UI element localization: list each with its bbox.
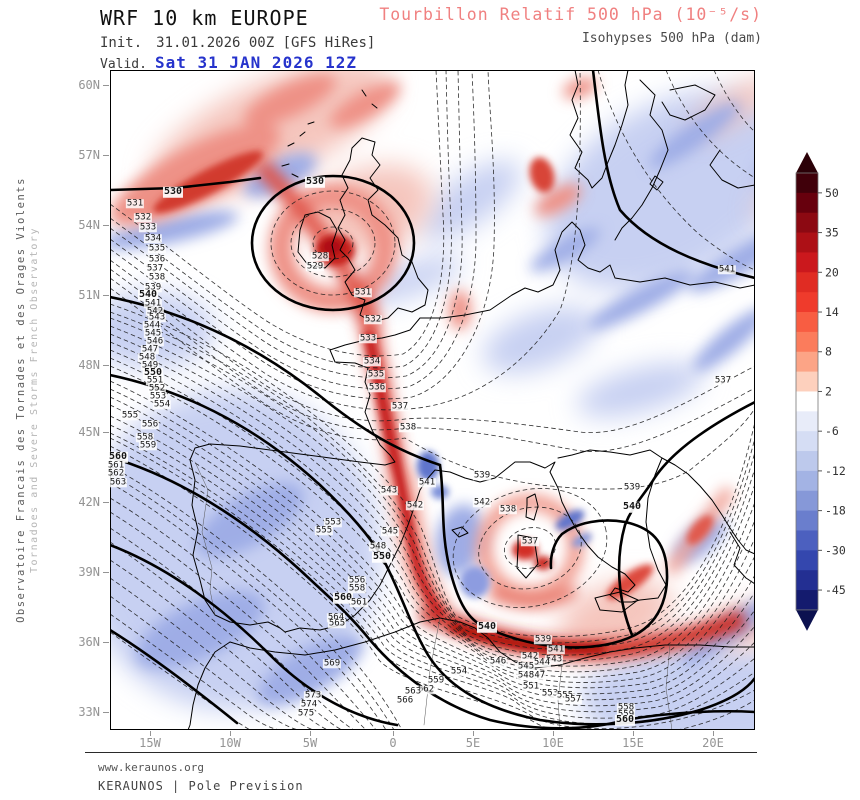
- lon-tick: [310, 731, 311, 736]
- sidebar-credit-en: Tornadoes and Severe Storms French Obser…: [29, 227, 40, 573]
- colorbar-tick-label: -30: [825, 543, 846, 557]
- init-label: Init.: [100, 35, 143, 51]
- lat-label: 39N: [78, 565, 100, 579]
- colorbar-segment: [796, 371, 818, 392]
- init-value: 31.01.2026 00Z [GFS HiRes]: [156, 35, 376, 51]
- lat-tick: [103, 712, 109, 713]
- colorbar-segment: [796, 391, 818, 412]
- footer-url: www.keraunos.org: [98, 761, 204, 774]
- colorbar-tick-label: 35: [825, 226, 839, 240]
- model-title: WRF 10 km EUROPE: [100, 6, 309, 30]
- lat-label: 33N: [78, 705, 100, 719]
- init-line: Init. 31.01.2026 00Z [GFS HiRes]: [100, 35, 375, 51]
- map-canvas: [110, 70, 755, 730]
- colorbar-arrow-up: [796, 152, 818, 173]
- colorbar-segment: [796, 570, 818, 591]
- colorbar-segment: [796, 252, 818, 273]
- param-title: Tourbillon Relatif 500 hPa (10⁻⁵/s): [379, 5, 762, 24]
- lon-label: 10W: [219, 736, 241, 750]
- colorbar-segment: [796, 431, 818, 452]
- lat-label: 48N: [78, 358, 100, 372]
- lat-label: 57N: [78, 148, 100, 162]
- lon-label: 5E: [465, 736, 481, 750]
- lat-tick: [103, 642, 109, 643]
- colorbar-segment: [796, 292, 818, 313]
- colorbar-arrow-down: [796, 609, 818, 631]
- footer-credit: KERAUNOS | Pole Prevision: [98, 779, 304, 793]
- colorbar-segment: [796, 351, 818, 372]
- colorbar-segment: [796, 470, 818, 492]
- lon-label: 20E: [702, 736, 724, 750]
- lon-label: 15W: [139, 736, 161, 750]
- param-subtitle: Isohypses 500 hPa (dam): [581, 31, 762, 46]
- colorbar-segment: [796, 490, 818, 512]
- colorbar-tick-label: 8: [825, 345, 832, 359]
- lat-label: 60N: [78, 78, 100, 92]
- valid-label: Valid.: [100, 57, 147, 72]
- lon-label: 5W: [302, 736, 318, 750]
- valid-value: Sat 31 JAN 2026 12Z: [154, 53, 357, 72]
- lat-tick: [103, 432, 109, 433]
- colorbar-tick-label: 50: [825, 186, 839, 200]
- colorbar: 50 35 20 14 8 2 -6 -12 -18 -30 -45: [795, 152, 846, 631]
- lat-label: 51N: [78, 288, 100, 302]
- lat-tick: [103, 502, 109, 503]
- lat-label: 54N: [78, 218, 100, 232]
- lat-label: 36N: [78, 635, 100, 649]
- colorbar-segment: [796, 232, 818, 253]
- lat-tick: [103, 85, 109, 86]
- colorbar-tick-label: -45: [825, 583, 846, 597]
- map-area: 60N 57N 54N 51N 48N 45N 42N 39N 36N 33N 15W 10W 5W 0 5…: [78, 70, 755, 750]
- colorbar-segment: [796, 530, 818, 551]
- colorbar-segment: [796, 331, 818, 353]
- lat-tick: [103, 295, 109, 296]
- lon-tick: [713, 731, 714, 736]
- map-frame: [110, 70, 755, 730]
- colorbar-segment: [796, 312, 818, 333]
- lat-tick: [103, 155, 109, 156]
- colorbar-tick-label: 20: [825, 265, 839, 279]
- lon-tick: [633, 731, 634, 736]
- colorbar-tick-label: -18: [825, 504, 846, 518]
- lon-tick: [473, 731, 474, 736]
- lon-label: 0: [389, 736, 397, 750]
- colorbar-tick-label: 14: [825, 305, 839, 319]
- colorbar-segment: [796, 411, 818, 432]
- colorbar-segment: [796, 173, 818, 194]
- colorbar-segment: [796, 212, 818, 233]
- lat-tick: [103, 365, 109, 366]
- lon-label: 10E: [542, 736, 564, 750]
- colorbar-tick-label: 2: [825, 384, 832, 398]
- lon-tick: [150, 731, 151, 736]
- lon-tick: [553, 731, 554, 736]
- lat-label: 45N: [78, 425, 100, 439]
- lat-tick: [103, 225, 109, 226]
- isohypses-thin: [110, 70, 755, 730]
- colorbar-segment: [796, 550, 818, 571]
- colorbar-segment: [796, 192, 818, 214]
- lat-label: 42N: [78, 495, 100, 509]
- colorbar-segment: [796, 510, 818, 531]
- colorbar-segment: [796, 272, 818, 293]
- lon-tick: [230, 731, 231, 736]
- colorbar-segment: [796, 451, 818, 472]
- lat-tick: [103, 572, 109, 573]
- colorbar-segment: [796, 590, 818, 611]
- colorbar-tick-label: -6: [825, 424, 839, 438]
- footer-divider: [85, 752, 757, 753]
- lon-label: 15E: [622, 736, 644, 750]
- lon-tick: [393, 731, 394, 736]
- sidebar-credit-fr: Observatoire Francais des Tornades et de…: [15, 177, 27, 623]
- valid-line: Valid. Sat 31 JAN 2026 12Z: [100, 53, 357, 72]
- colorbar-tick-label: -12: [825, 464, 846, 478]
